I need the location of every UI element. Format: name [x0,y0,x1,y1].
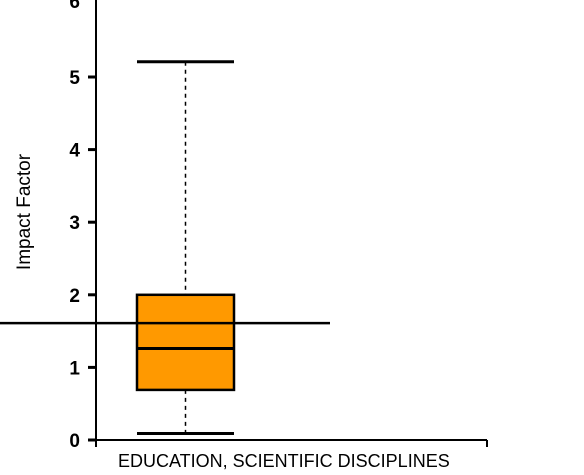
y-tick-label-0: 0 [69,431,80,452]
plot-marks [0,60,330,435]
y-tick-label-4: 4 [69,141,80,162]
y-tick-label-5: 5 [69,68,80,89]
y-tick-label-6: 6 [69,0,80,13]
axes: 0 1 2 3 4 5 6 [69,0,488,452]
y-tick-label-1: 1 [69,358,80,379]
category-label: EDUCATION, SCIENTIFIC DISCIPLINES [118,451,450,471]
y-tick-label-3: 3 [69,213,80,234]
y-axis-title: Impact Factor [14,153,35,270]
iqr-box [135,293,236,392]
y-tick-label-2: 2 [69,286,80,307]
